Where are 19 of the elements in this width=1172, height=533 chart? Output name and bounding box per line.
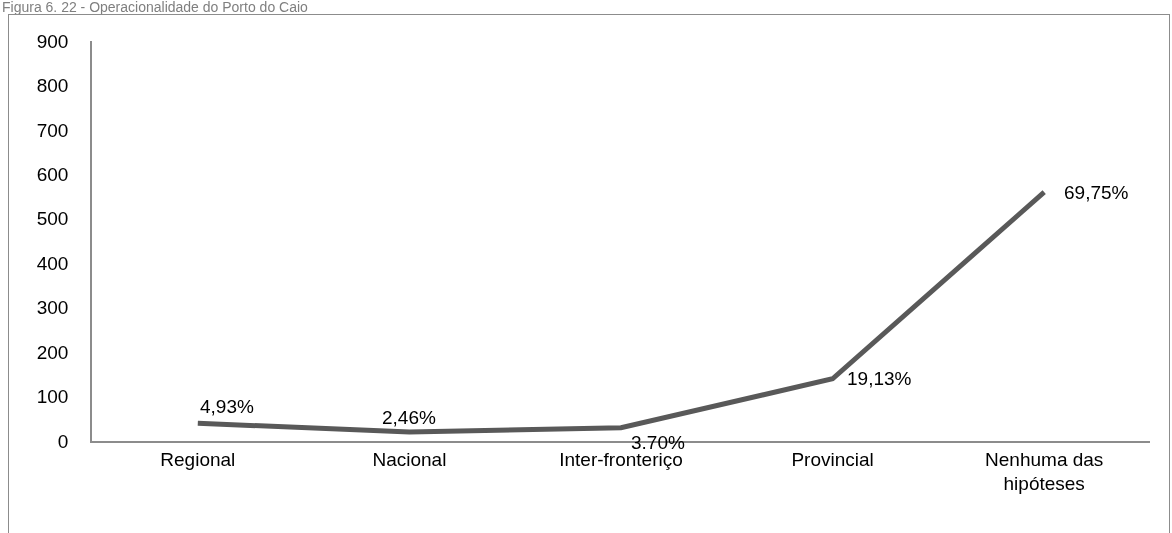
y-tick-label: 200 bbox=[36, 341, 69, 363]
annotation: 69,75% bbox=[1064, 182, 1129, 203]
y-tick-label: 500 bbox=[36, 208, 69, 230]
x-tick-label: Provincial bbox=[791, 448, 874, 470]
y-tick-label: 0 bbox=[57, 430, 69, 452]
x-tick-label: Regional bbox=[160, 448, 236, 470]
x-tick-label: Nacional bbox=[372, 448, 447, 470]
y-tick-label: 900 bbox=[36, 30, 69, 52]
annotation: 2,46% bbox=[382, 407, 436, 428]
y-tick-label: 700 bbox=[36, 119, 69, 141]
annotation: 19,13% bbox=[847, 368, 912, 389]
annotation: 4,93% bbox=[200, 396, 254, 417]
y-tick-label: 800 bbox=[36, 75, 69, 97]
y-tick-label: 600 bbox=[36, 163, 69, 185]
y-tick-label: 400 bbox=[36, 252, 69, 274]
x-tick-label: Nenhuma das hipóteses bbox=[985, 448, 1104, 495]
chart-title: Figura 6. 22 - Operacionalidade do Porto do Caio bbox=[2, 0, 308, 15]
y-tick-label: 100 bbox=[36, 386, 69, 408]
y-tick-label: 300 bbox=[36, 297, 69, 319]
